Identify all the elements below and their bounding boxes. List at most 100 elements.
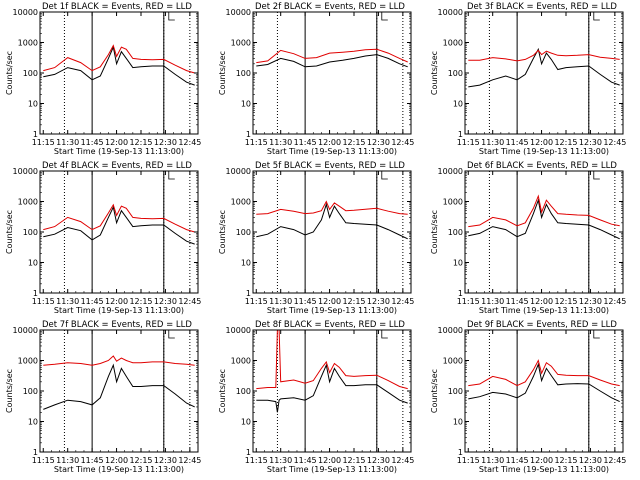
y-axis-label: Counts/sec — [430, 369, 439, 413]
x-tick-label: 12:45 — [603, 297, 626, 306]
x-tick-label: 11:15 — [32, 297, 55, 306]
y-tick-label: 100 — [236, 228, 251, 237]
y-tick-label: 1 — [33, 448, 38, 457]
y-tick-label: 10 — [241, 259, 251, 268]
x-tick-label: 11:15 — [32, 456, 55, 465]
y-tick-label: 100 — [23, 69, 38, 78]
x-tick-label: 11:45 — [294, 297, 317, 306]
x-tick-label: 12:00 — [318, 297, 341, 306]
y-tick-label: 10 — [28, 418, 38, 427]
x-axis-label: Start Time (19-Sep-13 11:13:00) — [54, 306, 184, 315]
x-tick-label: 12:30 — [154, 297, 177, 306]
x-tick-label: 12:15 — [342, 297, 365, 306]
x-tick-label: 12:45 — [603, 456, 626, 465]
x-tick-label: 11:45 — [506, 297, 529, 306]
x-tick-label: 12:15 — [554, 297, 577, 306]
x-tick-label: 11:30 — [269, 297, 292, 306]
events-series-line — [43, 45, 195, 86]
y-axis-label: Counts/sec — [5, 369, 14, 413]
y-tick-label: 10000 — [438, 8, 463, 17]
x-tick-label: 11:45 — [506, 456, 529, 465]
y-tick-label: 1 — [246, 130, 251, 139]
y-tick-label: 10 — [241, 418, 251, 427]
x-tick-label: 12:15 — [129, 456, 152, 465]
y-axis-label: Counts/sec — [430, 210, 439, 254]
y-tick-label: 10 — [28, 259, 38, 268]
x-tick-label: 11:45 — [81, 456, 104, 465]
panel-title: Det 7f BLACK = Events, RED = LLD — [42, 320, 192, 330]
y-tick-label: 10 — [453, 418, 463, 427]
x-tick-label: 12:00 — [318, 456, 341, 465]
x-tick-label: 11:30 — [269, 456, 292, 465]
x-tick-label: 12:15 — [342, 138, 365, 147]
y-tick-label: 1 — [458, 448, 463, 457]
y-tick-label: 10000 — [438, 326, 463, 335]
y-tick-label: 1000 — [443, 198, 463, 207]
events-series-line — [468, 47, 620, 88]
x-tick-label: 11:15 — [245, 297, 268, 306]
x-tick-label: 12:45 — [391, 138, 414, 147]
y-tick-label: 1000 — [18, 39, 38, 48]
x-tick-label: 12:30 — [154, 456, 177, 465]
y-axis-label: Counts/sec — [218, 51, 227, 95]
x-axis-label: Start Time (19-Sep-13 11:13:00) — [267, 147, 397, 156]
x-tick-label: 12:45 — [603, 138, 626, 147]
marker-bracket — [593, 171, 600, 180]
y-tick-label: 1 — [246, 289, 251, 298]
y-tick-label: 100 — [448, 69, 463, 78]
marker-bracket — [168, 330, 175, 339]
x-tick-label: 12:15 — [129, 297, 152, 306]
y-tick-label: 100 — [448, 387, 463, 396]
x-tick-label: 11:30 — [269, 138, 292, 147]
y-axis-label: Counts/sec — [430, 51, 439, 95]
events-series-line — [256, 363, 408, 413]
events-series-line — [468, 362, 620, 403]
x-tick-label: 11:45 — [81, 297, 104, 306]
x-tick-label: 12:00 — [105, 297, 128, 306]
x-tick-label: 12:15 — [342, 456, 365, 465]
events-series-line — [43, 363, 195, 410]
y-tick-label: 1000 — [443, 39, 463, 48]
y-tick-label: 1000 — [18, 357, 38, 366]
y-axis-label: Counts/sec — [218, 369, 227, 413]
lld-series-line — [256, 48, 408, 64]
y-tick-label: 1 — [458, 130, 463, 139]
panel-7: Det 7f BLACK = Events, RED = LLD 1 10 100 10… — [5, 320, 201, 474]
panel-6: Det 6f BLACK = Events, RED = LLD 1 10 100 10… — [430, 161, 626, 315]
y-tick-label: 10 — [241, 100, 251, 109]
y-tick-label: 1000 — [231, 39, 251, 48]
y-axis-label: Counts/sec — [5, 51, 14, 95]
x-tick-label: 12:45 — [391, 297, 414, 306]
lld-series-line — [468, 194, 620, 228]
x-tick-label: 11:30 — [56, 456, 79, 465]
y-tick-label: 1000 — [231, 198, 251, 207]
lld-series-line — [468, 49, 620, 62]
y-tick-label: 10000 — [13, 167, 38, 176]
x-tick-label: 12:15 — [129, 138, 152, 147]
x-tick-label: 12:30 — [579, 297, 602, 306]
y-tick-label: 100 — [448, 228, 463, 237]
y-tick-label: 10 — [453, 100, 463, 109]
x-tick-label: 11:30 — [481, 456, 504, 465]
x-tick-label: 11:15 — [32, 138, 55, 147]
x-tick-label: 12:15 — [554, 138, 577, 147]
x-tick-label: 12:30 — [367, 138, 390, 147]
y-tick-label: 10000 — [13, 326, 38, 335]
y-tick-label: 1000 — [18, 198, 38, 207]
y-tick-label: 10000 — [438, 167, 463, 176]
events-series-line — [256, 54, 408, 68]
events-series-line — [468, 198, 620, 240]
lld-series-line — [468, 359, 620, 387]
panel-title: Det 2f BLACK = Events, RED = LLD — [255, 2, 405, 12]
x-tick-label: 12:45 — [391, 456, 414, 465]
x-tick-label: 11:30 — [56, 297, 79, 306]
x-tick-label: 12:30 — [154, 138, 177, 147]
x-tick-label: 11:15 — [457, 138, 480, 147]
x-axis-label: Start Time (19-Sep-13 11:13:00) — [479, 306, 609, 315]
x-axis-label: Start Time (19-Sep-13 11:13:00) — [479, 465, 609, 474]
x-tick-label: 12:30 — [367, 456, 390, 465]
y-tick-label: 1000 — [231, 357, 251, 366]
panel-title: Det 3f BLACK = Events, RED = LLD — [467, 2, 617, 12]
panel-title: Det 8f BLACK = Events, RED = LLD — [255, 320, 405, 330]
